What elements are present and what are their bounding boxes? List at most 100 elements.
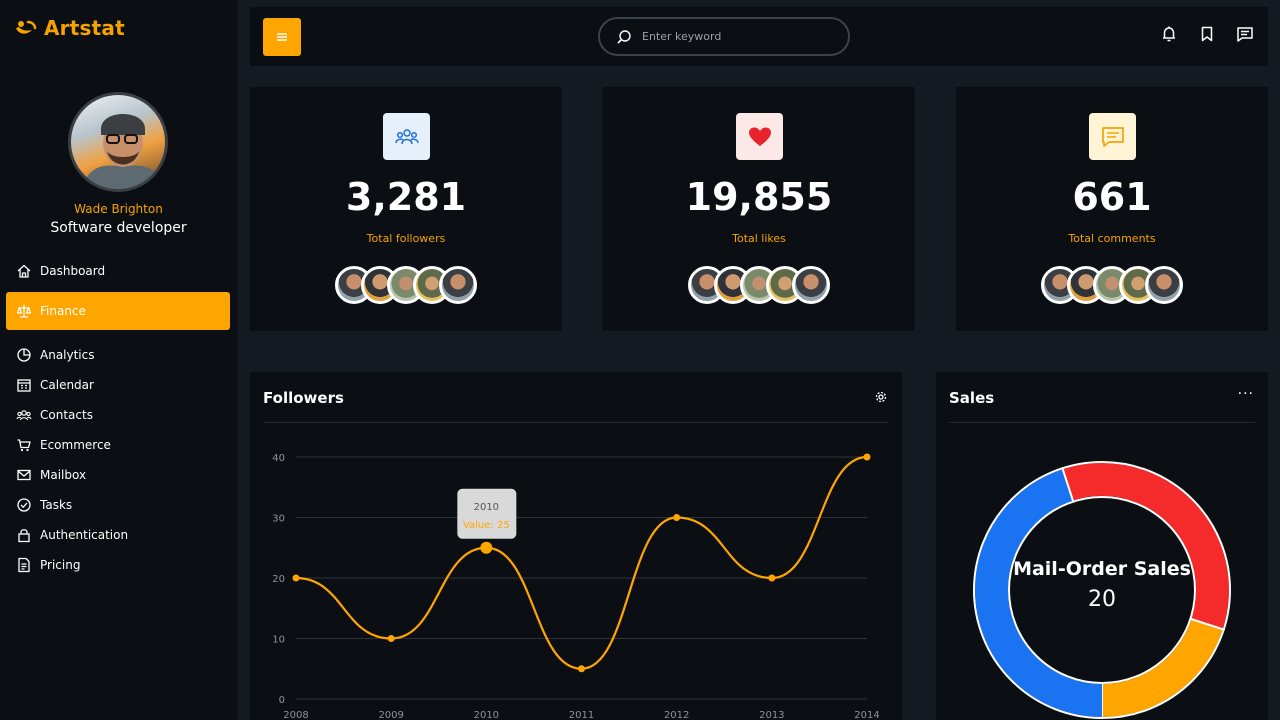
sidebar-nav: Dashboard Finance Analytics Calendar Con…: [6, 256, 230, 580]
sidebar-item-label: Ecommerce: [40, 438, 111, 452]
donut-slice: [975, 469, 1103, 717]
cart-icon: [17, 439, 31, 452]
data-point: [387, 635, 395, 642]
sidebar-item-label: Finance: [40, 304, 86, 318]
sidebar-item-calendar[interactable]: Calendar: [6, 370, 230, 400]
x-tick-label: 2009: [378, 710, 403, 720]
search-bar: [598, 17, 850, 56]
sales-donut-chart: [973, 461, 1231, 719]
sidebar-item-analytics[interactable]: Analytics: [6, 340, 230, 370]
mail-icon: [17, 469, 31, 481]
pie-chart-icon: [17, 348, 31, 362]
stat-card-likes: 19,855 Total likes: [603, 87, 915, 331]
stat-value: 3,281: [345, 175, 467, 219]
sidebar-item-pricing[interactable]: Pricing: [6, 550, 230, 580]
gear-icon[interactable]: [874, 390, 888, 404]
stat-value: 661: [1072, 175, 1152, 219]
data-point: [480, 541, 493, 554]
check-circle-icon: [17, 498, 31, 512]
menu-toggle-button[interactable]: [263, 18, 301, 56]
panel-title: Followers: [263, 389, 344, 407]
stat-label: Total followers: [366, 232, 446, 245]
message-icon[interactable]: [1236, 25, 1254, 43]
sidebar-item-mailbox[interactable]: Mailbox: [6, 460, 230, 490]
sidebar-item-authentication[interactable]: Authentication: [6, 520, 230, 550]
panel-title: Sales: [949, 389, 995, 407]
data-point: [578, 665, 585, 673]
avatar-group: [956, 266, 1268, 304]
x-tick-label: 2014: [854, 710, 879, 720]
sidebar-item-label: Analytics: [40, 348, 95, 362]
sidebar-item-dashboard[interactable]: Dashboard: [6, 256, 230, 286]
chart-tooltip: 2010 Value: 25: [457, 488, 517, 539]
sidebar-item-label: Calendar: [40, 378, 94, 392]
followers-chart: 0 10 20 30 40 2008 2009 2010 2011 2012 2013 2014 201…: [272, 453, 879, 720]
bookmark-icon[interactable]: [1198, 25, 1216, 43]
donut-separator: [1061, 467, 1075, 502]
search-input[interactable]: [642, 30, 812, 43]
followers-panel: 0 10 20 30 40 2008 2009 2010 2011 2012 2013 2014 201…: [250, 372, 902, 720]
sales-panel: Sales ··· Mail-Order Sales 20: [936, 372, 1268, 720]
avatar[interactable]: [792, 266, 830, 304]
stat-label: Total comments: [1068, 232, 1156, 245]
sidebar-item-finance[interactable]: Finance: [6, 292, 230, 330]
scale-icon: [16, 305, 32, 318]
donut-center-label: Mail-Order Sales: [1013, 558, 1191, 580]
sidebar: Artstat Wade Brighton Software developer…: [0, 0, 237, 720]
hamburger-icon: [277, 33, 287, 41]
donut-separator: [1190, 617, 1225, 631]
lock-icon: [18, 529, 30, 543]
contacts-icon: [16, 410, 32, 421]
x-tick-label: 2013: [759, 710, 784, 720]
series-line: [295, 455, 868, 670]
sidebar-item-ecommerce[interactable]: Ecommerce: [6, 430, 230, 460]
avatar[interactable]: [1145, 266, 1183, 304]
stat-icon-box: [1089, 113, 1136, 160]
donut-center-value: 20: [1088, 587, 1116, 612]
receipt-icon: [18, 557, 30, 573]
y-tick-label: 20: [272, 574, 285, 585]
x-tick-label: 2011: [569, 710, 594, 720]
donut-slice: [1101, 618, 1223, 717]
home-icon: [17, 264, 31, 278]
profile-avatar[interactable]: [68, 92, 168, 192]
stat-icon-box: [383, 113, 430, 160]
logo-icon: [16, 20, 37, 34]
bell-icon[interactable]: [1160, 25, 1178, 43]
donut-slice: [1062, 463, 1229, 630]
y-tick-label: 30: [272, 514, 285, 525]
profile-role: Software developer: [50, 220, 187, 236]
more-options-icon[interactable]: ···: [1237, 386, 1254, 402]
stat-card-followers: 3,281 Total followers: [250, 87, 562, 331]
profile-name: Wade Brighton: [74, 202, 163, 216]
sidebar-item-label: Contacts: [40, 408, 93, 422]
avatar-group: [250, 266, 562, 304]
sidebar-item-label: Authentication: [40, 528, 129, 542]
tooltip-title: 2010: [474, 502, 499, 513]
search-icon: [617, 29, 631, 44]
brand-logo[interactable]: Artstat: [14, 16, 125, 40]
sidebar-item-label: Tasks: [40, 498, 73, 512]
avatar[interactable]: [439, 266, 477, 304]
x-tick-label: 2010: [474, 710, 499, 720]
x-tick-label: 2008: [283, 710, 308, 720]
sidebar-item-label: Pricing: [40, 558, 81, 572]
y-tick-label: 0: [279, 695, 285, 706]
sidebar-item-label: Mailbox: [40, 468, 87, 482]
heart-icon: [748, 127, 771, 146]
brand-name: Artstat: [44, 16, 125, 40]
comment-icon: [1101, 126, 1124, 147]
data-point: [673, 514, 681, 521]
stat-label: Total likes: [732, 232, 786, 245]
avatar-group: [603, 266, 915, 304]
sidebar-item-label: Dashboard: [40, 264, 106, 278]
data-point: [863, 453, 871, 461]
panel-divider: [949, 422, 1255, 423]
topbar: [250, 7, 1268, 66]
y-tick-label: 40: [272, 453, 285, 464]
x-tick-label: 2012: [664, 710, 689, 720]
sidebar-item-contacts[interactable]: Contacts: [6, 400, 230, 430]
stat-icon-box: [736, 113, 783, 160]
sidebar-item-tasks[interactable]: Tasks: [6, 490, 230, 520]
donut-outer-border: [973, 461, 1231, 719]
